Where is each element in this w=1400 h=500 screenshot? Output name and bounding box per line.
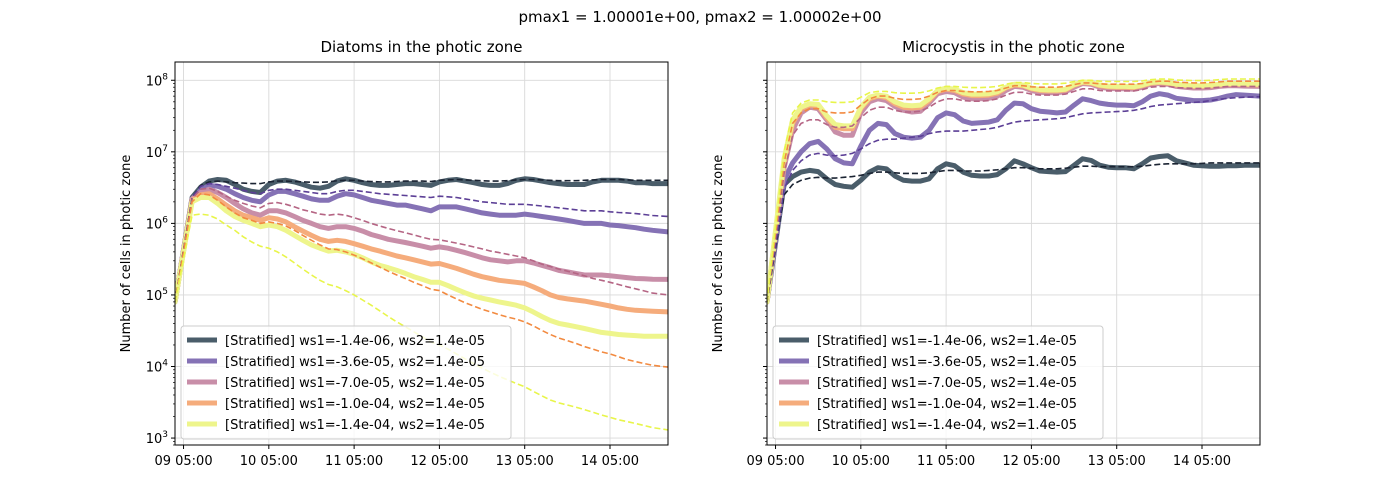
legend-label: [Stratified] ws1=-1.4e-06, ws2=1.4e-05 — [225, 334, 485, 349]
legend-label: [Stratified] ws1=-1.4e-04, ws2=1.4e-05 — [225, 418, 485, 433]
x-tick-label: 14 05:00 — [581, 454, 639, 469]
chart-panel-1: 09 05:00 10 05:00 11 05:00 12 05:00 13 05:00… — [119, 38, 669, 469]
dashed-series-line-8 — [767, 85, 1260, 303]
x-tick-label: 10 05:00 — [832, 454, 890, 469]
legend-label: [Stratified] ws1=-1.0e-04, ws2=1.4e-05 — [225, 397, 485, 412]
solid-series-line-4 — [175, 191, 668, 315]
legend-label: [Stratified] ws1=-1.0e-04, ws2=1.4e-05 — [817, 397, 1077, 412]
x-axis: 09 05:00 10 05:00 11 05:00 12 05:00 13 05:00… — [746, 445, 1231, 469]
dashed-series-line-8 — [175, 187, 668, 303]
x-tick-label: 12 05:00 — [410, 454, 468, 469]
axes-frame — [766, 61, 1261, 446]
series-group — [767, 78, 1260, 305]
x-tick-label: 14 05:00 — [1173, 454, 1231, 469]
y-axis-label: Number of cells in photic zone — [711, 155, 726, 353]
chart-title: Diatoms in the photic zone — [320, 38, 522, 56]
legend-label: [Stratified] ws1=-1.4e-04, ws2=1.4e-05 — [817, 418, 1077, 433]
x-tick-label: 10 05:00 — [240, 454, 298, 469]
solid-series-line-5 — [175, 195, 668, 339]
legend: [Stratified] ws1=-1.4e-06, ws2=1.4e-05 [S… — [772, 325, 1104, 440]
dashed-series-line-6 — [175, 178, 668, 303]
solid-series-line-2 — [767, 91, 1260, 305]
y-tick-label: 104 — [146, 359, 169, 376]
y-tick-label: 103 — [146, 430, 168, 447]
legend-label: [Stratified] ws1=-7.0e-05, ws2=1.4e-05 — [817, 376, 1077, 391]
y-tick-label: 107 — [146, 144, 168, 161]
legend-box — [772, 325, 1104, 440]
legend-label: [Stratified] ws1=-3.6e-05, ws2=1.4e-05 — [817, 355, 1077, 370]
legend-box — [180, 325, 512, 440]
solid-series-line-3 — [175, 186, 668, 305]
dashed-series-line-10 — [767, 78, 1260, 302]
solid-series-line-4 — [767, 80, 1260, 305]
x-tick-label: 11 05:00 — [917, 454, 975, 469]
dashed-series-line-9 — [767, 80, 1260, 302]
x-tick-label: 09 05:00 — [154, 454, 212, 469]
legend: [Stratified] ws1=-1.4e-06, ws2=1.4e-05 [S… — [180, 325, 512, 440]
solid-series-line-3 — [767, 81, 1260, 305]
series-group — [175, 176, 668, 431]
legend-label: [Stratified] ws1=-3.6e-05, ws2=1.4e-05 — [225, 355, 485, 370]
dashed-series-line-9 — [175, 192, 668, 368]
legend-label: [Stratified] ws1=-1.4e-06, ws2=1.4e-05 — [817, 334, 1077, 349]
x-tick-label: 12 05:00 — [1002, 454, 1060, 469]
x-tick-label: 13 05:00 — [1088, 454, 1146, 469]
legend-label: [Stratified] ws1=-7.0e-05, ws2=1.4e-05 — [225, 376, 485, 391]
axes-frame — [174, 61, 669, 446]
solid-series-line-1 — [175, 176, 668, 305]
panels: 09 05:00 10 05:00 11 05:00 12 05:00 13 05:00… — [119, 38, 1261, 469]
dashed-series-line-6 — [767, 162, 1260, 303]
y-tick-label: 106 — [146, 215, 169, 232]
x-axis: 09 05:00 10 05:00 11 05:00 12 05:00 13 05:00… — [154, 445, 639, 469]
y-tick-label: 108 — [146, 72, 169, 89]
solid-series-line-2 — [175, 182, 668, 305]
solid-series-line-1 — [767, 153, 1260, 305]
figure-suptitle: pmax1 = 1.00001e+00, pmax2 = 1.00002e+00 — [518, 8, 881, 26]
y-axis — [763, 79, 767, 446]
dashed-series-line-7 — [175, 182, 668, 303]
x-tick-label: 13 05:00 — [496, 454, 554, 469]
y-tick-label: 105 — [146, 287, 168, 304]
solid-series-line-5 — [767, 79, 1260, 305]
chart-title: Microcystis in the photic zone — [902, 38, 1125, 56]
y-axis: 103 104 105 106 107 108 — [146, 72, 175, 447]
chart-panel-2: 09 05:00 10 05:00 11 05:00 12 05:00 13 05:00… — [711, 38, 1261, 469]
x-tick-label: 09 05:00 — [746, 454, 804, 469]
x-tick-label: 11 05:00 — [325, 454, 383, 469]
y-axis-label: Number of cells in photic zone — [119, 155, 134, 353]
